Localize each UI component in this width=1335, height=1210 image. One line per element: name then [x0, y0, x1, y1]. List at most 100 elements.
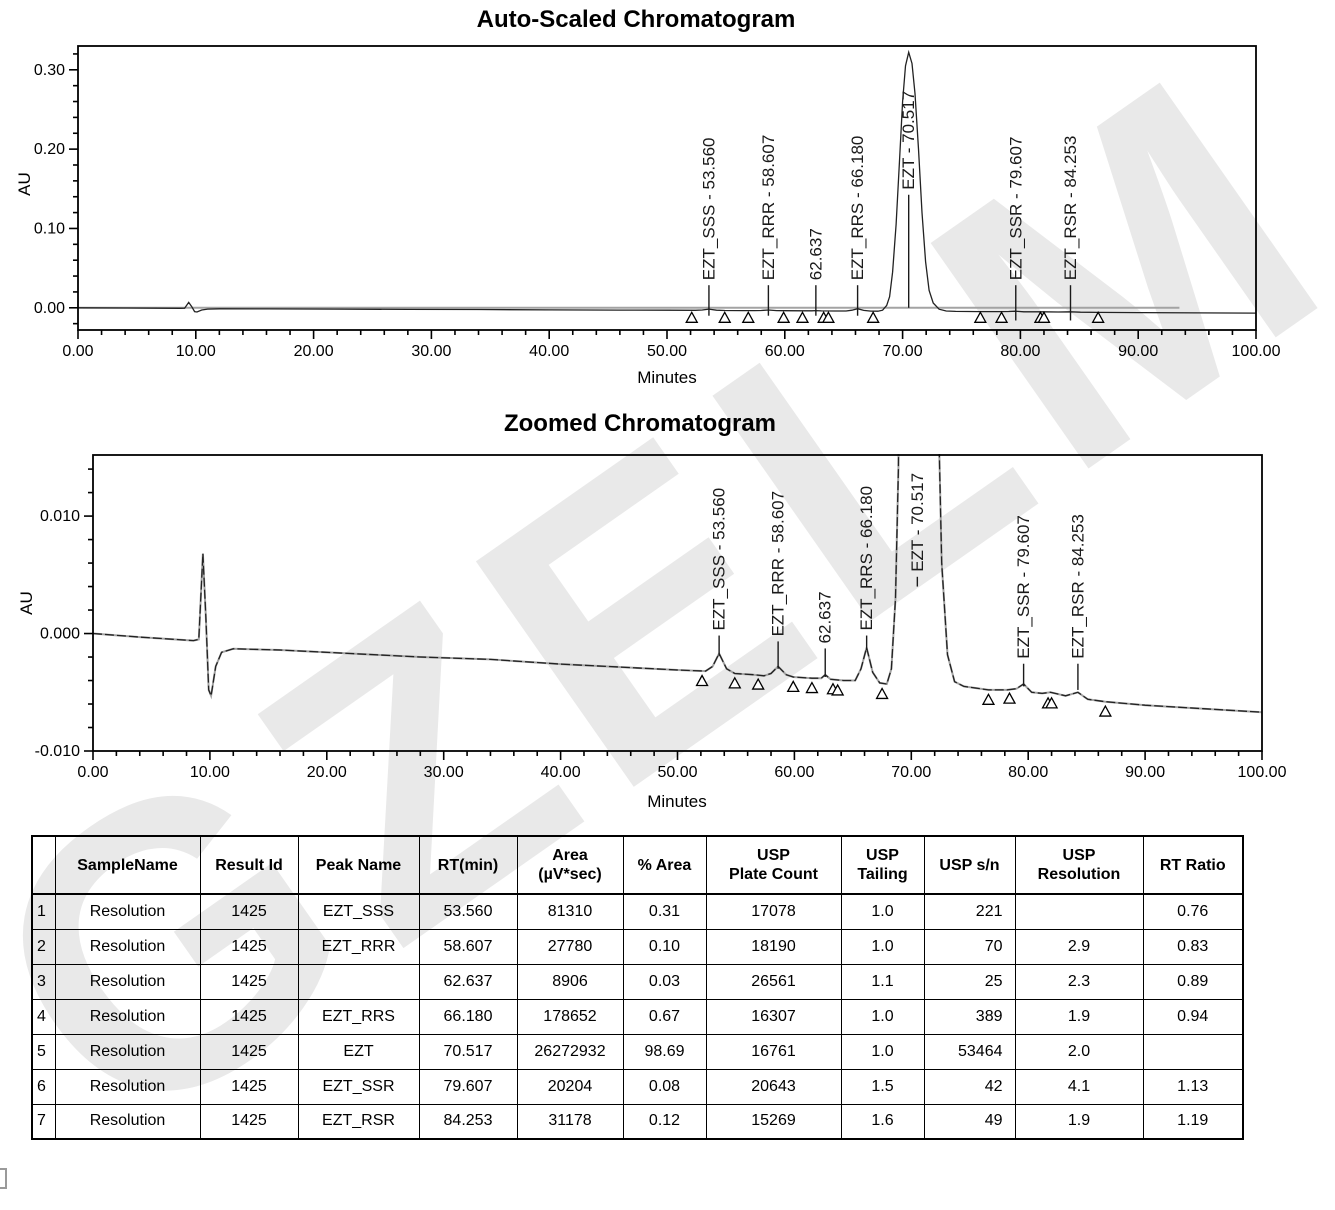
table-cell: 1425: [199, 893, 299, 930]
table-cell: 1.0: [840, 893, 925, 930]
table-cell: EZT_RRR: [297, 928, 420, 965]
peak-label: EZT_RSR - 84.253: [1061, 136, 1080, 281]
table-cell: 27780: [516, 928, 624, 965]
auto-scaled-plot: 0.00 10.00 20.00 30.00 40.00 50.00 60.00 70.00 8…: [34, 45, 1281, 360]
x-tick-label: 10.00: [176, 343, 216, 360]
table-cell: Resolution: [54, 1033, 201, 1070]
table-cell: 178652: [516, 998, 624, 1035]
x-tick-label: 90.00: [1125, 764, 1165, 781]
table-cell: 1425: [199, 1103, 299, 1140]
table-cell: 25: [923, 963, 1016, 1000]
table-cell: 1.19: [1142, 1103, 1244, 1140]
table-cell: 42: [923, 1068, 1016, 1105]
peak-label: EZT_RRR - 58.607: [769, 491, 788, 637]
table-row: 4 Resolution 1425 EZT_RRS 66.180 178652 0.67 16…: [31, 998, 1244, 1035]
integration-marker: [805, 681, 819, 694]
integration-marker: [795, 310, 810, 323]
table-cell: 2.3: [1014, 963, 1144, 1000]
x-tick-label: 50.00: [657, 764, 697, 781]
x-tick-label: 90.00: [1118, 343, 1158, 360]
integration-marker: [695, 674, 709, 687]
peak-label: 62.637: [806, 228, 825, 280]
table-cell: 0.08: [622, 1068, 707, 1105]
table-cell: 1.9: [1014, 998, 1144, 1035]
table-cell: Resolution: [54, 928, 201, 965]
table-cell: 0.03: [622, 963, 707, 1000]
column-header: SampleName: [54, 835, 201, 895]
table-cell: 58.607: [418, 928, 518, 965]
table-cell: 2.0: [1014, 1033, 1144, 1070]
table-cell: 53.560: [418, 893, 518, 930]
zoomed-plot: 0.00 10.00 20.00 30.00 40.00 50.00 60.00 70.00 8…: [35, 454, 1287, 781]
table-cell: 31178: [516, 1103, 624, 1140]
peak-label: 62.637: [816, 591, 835, 643]
plot-border: [92, 454, 1263, 752]
table-cell: EZT: [297, 1033, 420, 1070]
table-cell: 49: [923, 1103, 1016, 1140]
integration-marker: [786, 680, 800, 693]
peak-label: EZT_SSR - 79.607: [1014, 515, 1033, 659]
x-tick-label: 80.00: [1000, 343, 1040, 360]
table-cell: EZT_RRS: [297, 998, 420, 1035]
integration-marker: [1098, 704, 1112, 717]
table-cell: 1.0: [840, 998, 925, 1035]
table-cell: 3: [31, 963, 56, 1000]
table-cell: 98.69: [622, 1033, 707, 1070]
y-tick-label: 0.10: [34, 220, 65, 237]
y-tick-label: 0.20: [34, 141, 65, 158]
table-cell: 1: [31, 893, 56, 930]
x-tick-label: 40.00: [529, 343, 569, 360]
table-row: 7 Resolution 1425 EZT_RSR 84.253 31178 0.12 152…: [31, 1103, 1244, 1140]
integration-marker: [741, 310, 755, 323]
table-cell: 15269: [705, 1103, 842, 1140]
table-cell: 1.5: [840, 1068, 925, 1105]
table-cell: Resolution: [54, 998, 201, 1035]
table-cell: 84.253: [418, 1103, 518, 1140]
x-tick-label: 100.00: [1232, 343, 1281, 360]
column-header: USP Tailing: [840, 835, 925, 895]
zoomed-chart-title: Zoomed Chromatogram: [504, 410, 776, 437]
x-tick-label: 20.00: [307, 764, 347, 781]
table-cell: 0.12: [622, 1103, 707, 1140]
x-tick-label: 70.00: [891, 764, 931, 781]
table-cell: 0.94: [1142, 998, 1244, 1035]
x-tick-label: 20.00: [294, 343, 334, 360]
table-cell: 26272932: [516, 1033, 624, 1070]
corner-mark: [0, 1168, 7, 1189]
integration-marker: [751, 677, 765, 690]
x-tick-label: 30.00: [424, 764, 464, 781]
integration-marker: [728, 676, 742, 689]
table-cell: 16761: [705, 1033, 842, 1070]
integration-marker: [1037, 310, 1051, 323]
integration-marker: [831, 683, 845, 696]
x-tick-label: 70.00: [883, 343, 923, 360]
table-cell: 0.83: [1142, 928, 1244, 965]
y-tick-label: 0.010: [40, 508, 80, 525]
table-cell: 70: [923, 928, 1016, 965]
table-cell: 2: [31, 928, 56, 965]
table-cell: 1.0: [840, 928, 925, 965]
peak-label: EZT_RRS - 66.180: [848, 136, 867, 281]
chromatogram-trace: [93, 454, 1262, 713]
table-cell: 1.1: [840, 963, 925, 1000]
table-cell: 66.180: [418, 998, 518, 1035]
table-cell: 1425: [199, 1033, 299, 1070]
table-cell: 2.9: [1014, 928, 1144, 965]
table-cell: 221: [923, 893, 1016, 930]
table-row: 1 Resolution 1425 EZT_SSS 53.560 81310 0.31 170…: [31, 893, 1244, 930]
y-tick-label: -0.010: [35, 743, 80, 760]
table-cell: 0.89: [1142, 963, 1244, 1000]
column-header: RT(min): [418, 835, 518, 895]
peak-label: EZT_SSR - 79.607: [1006, 137, 1025, 281]
peak-label: EZT_RSR - 84.253: [1068, 514, 1087, 659]
table-cell: 0.10: [622, 928, 707, 965]
table-cell: 81310: [516, 893, 624, 930]
table-cell: Resolution: [54, 893, 201, 930]
integration-marker: [981, 692, 996, 705]
table-row: 2 Resolution 1425 EZT_RRR 58.607 27780 0.10 181…: [31, 928, 1244, 965]
auto-scaled-chart-title: Auto-Scaled Chromatogram: [477, 6, 796, 33]
integration-marker: [973, 310, 987, 323]
table-cell: 18190: [705, 928, 842, 965]
table-cell: 1.6: [840, 1103, 925, 1140]
